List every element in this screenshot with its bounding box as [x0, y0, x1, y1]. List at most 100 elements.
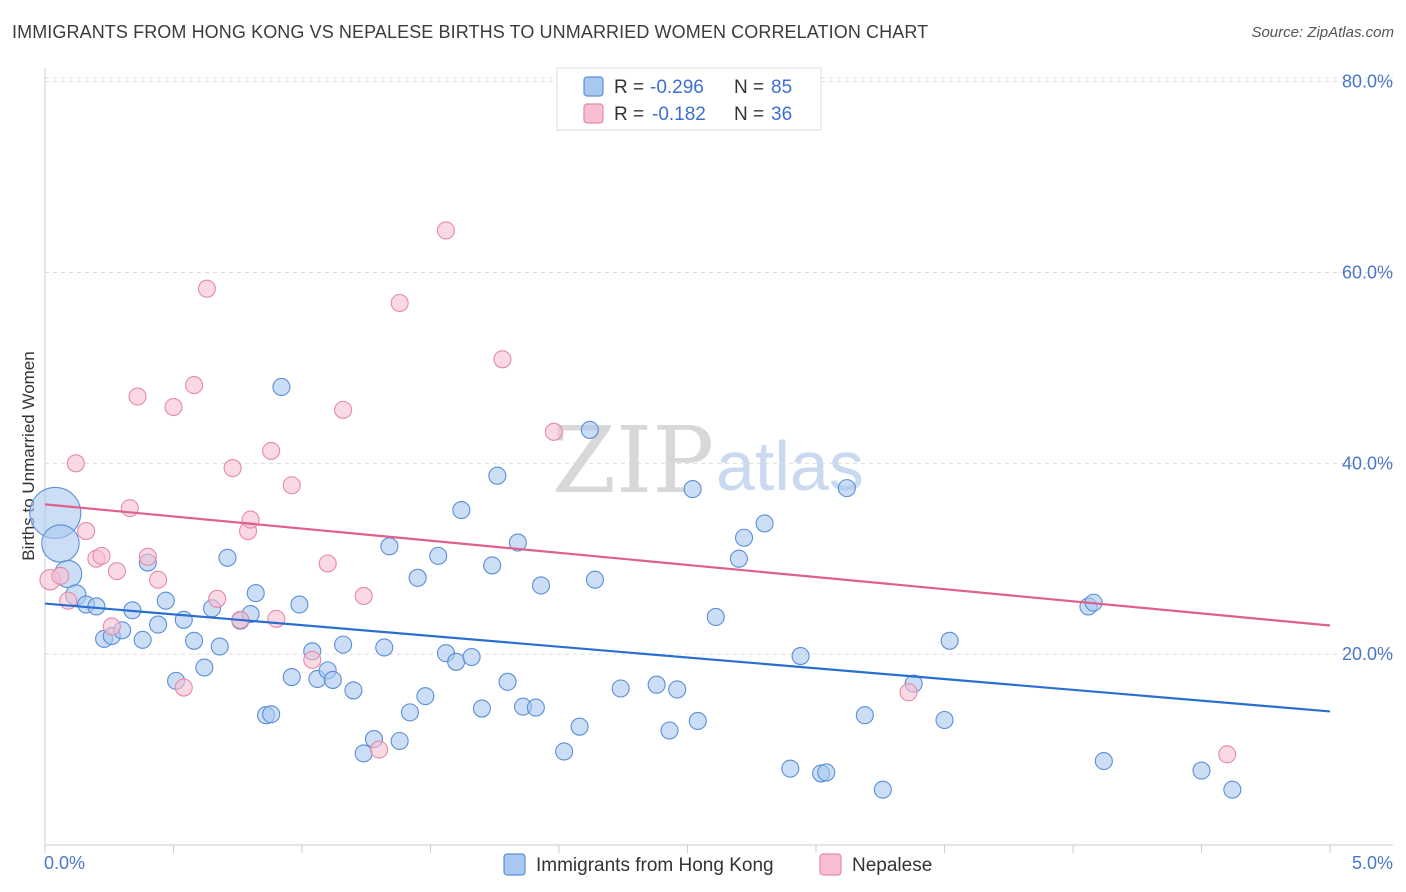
point-hong-kong — [447, 652, 466, 671]
point-hong-kong — [416, 687, 435, 706]
point-hong-kong — [555, 742, 574, 761]
point-hong-kong — [429, 546, 448, 565]
point-hong-kong — [185, 631, 204, 650]
point-hong-kong — [585, 570, 605, 589]
point-hong-kong — [488, 466, 507, 485]
point-nepalese — [208, 589, 227, 608]
point-hong-kong — [791, 647, 810, 666]
point-hong-kong — [729, 549, 748, 568]
point-hong-kong — [873, 780, 892, 799]
y-tick-label: 20.0% — [1342, 644, 1393, 664]
point-nepalese — [390, 293, 409, 313]
point-hong-kong — [218, 548, 237, 567]
point-hong-kong — [334, 635, 353, 654]
y-tick-label: 40.0% — [1342, 453, 1393, 473]
point-nepalese — [102, 617, 121, 636]
point-hong-kong — [817, 763, 836, 782]
watermark: ZIP atlas — [552, 407, 864, 514]
point-nepalese — [77, 522, 96, 541]
point-hong-kong — [855, 706, 874, 725]
point-hong-kong — [462, 647, 481, 667]
point-hong-kong — [210, 637, 229, 656]
point-nepalese — [1218, 745, 1237, 764]
point-hong-kong — [706, 607, 725, 626]
point-hong-kong — [483, 556, 502, 575]
point-nepalese — [282, 476, 301, 495]
point-nepalese — [493, 350, 512, 369]
point-nepalese — [138, 547, 157, 566]
point-nepalese — [354, 586, 373, 605]
chart-title: IMMIGRANTS FROM HONG KONG VS NEPALESE BI… — [12, 22, 929, 42]
point-hong-kong — [526, 698, 545, 717]
point-nepalese — [370, 740, 389, 759]
point-nepalese — [223, 459, 242, 478]
point-nepalese — [128, 387, 147, 406]
series-legend: Immigrants from Hong Kong Nepalese — [503, 853, 932, 876]
point-hong-kong — [660, 721, 679, 740]
point-hong-kong — [837, 479, 856, 498]
legend-r-value-nepalese: -0.182 — [652, 104, 706, 125]
x-tick-marks — [44, 845, 1331, 853]
legend-n-value-hong-kong: 85 — [771, 77, 792, 98]
point-nepalese — [107, 562, 127, 581]
y-tick-label: 80.0% — [1342, 72, 1393, 92]
point-hong-kong — [531, 576, 551, 595]
point-hong-kong — [935, 710, 954, 730]
point-hong-kong — [683, 480, 702, 499]
legend-r-value-hong-kong: -0.296 — [650, 77, 704, 98]
point-hong-kong — [246, 584, 265, 603]
point-hong-kong — [611, 679, 630, 698]
x-tick-label: 5.0% — [1352, 853, 1393, 873]
point-nepalese — [51, 566, 70, 585]
bottom-legend-swatch-nepalese — [819, 853, 842, 876]
point-hong-kong — [452, 501, 471, 520]
stats-legend: R = -0.296 N = 85 R = -0.182 N = 36 — [556, 67, 822, 131]
point-nepalese — [899, 683, 918, 702]
point-nepalese — [92, 546, 111, 565]
point-nepalese — [185, 376, 204, 395]
legend-swatch-nepalese — [583, 103, 604, 124]
point-hong-kong — [647, 675, 666, 694]
point-hong-kong — [688, 711, 707, 731]
x-tick-label: 0.0% — [44, 853, 85, 873]
point-nepalese — [318, 554, 337, 573]
series-nepalese-points — [39, 221, 1237, 764]
point-nepalese — [334, 400, 353, 419]
point-hong-kong — [272, 377, 291, 397]
point-nepalese — [66, 454, 85, 473]
point-hong-kong — [570, 717, 589, 736]
point-hong-kong — [508, 533, 527, 552]
point-nepalese — [174, 678, 193, 697]
point-hong-kong — [354, 744, 373, 763]
point-nepalese — [267, 609, 286, 628]
point-hong-kong — [400, 703, 419, 722]
bottom-legend-label-nepalese: Nepalese — [852, 855, 932, 876]
point-hong-kong — [323, 670, 342, 689]
legend-n-value-nepalese: 36 — [771, 104, 792, 125]
point-hong-kong — [262, 705, 281, 724]
point-hong-kong — [133, 630, 152, 649]
point-hong-kong — [940, 631, 959, 650]
legend-swatch-hong-kong — [583, 76, 604, 97]
point-nepalese — [436, 221, 455, 240]
point-hong-kong — [390, 731, 409, 751]
point-hong-kong — [408, 568, 427, 587]
point-nepalese — [164, 397, 183, 417]
source-label: Source: ZipAtlas.com — [1251, 24, 1394, 41]
legend-r-label-hong-kong: R = — [614, 77, 644, 98]
trend-line-nepalese — [44, 503, 1331, 627]
trend-line-hong-kong — [44, 602, 1331, 713]
point-hong-kong — [498, 672, 517, 691]
point-hong-kong — [156, 591, 175, 610]
point-hong-kong — [580, 420, 599, 439]
point-nepalese — [149, 570, 168, 589]
point-hong-kong — [755, 514, 774, 533]
y-tick-labels: 20.0% 40.0% 60.0% 80.0% — [1342, 72, 1393, 665]
x-tick-labels: 0.0% 5.0% — [44, 853, 1393, 873]
point-hong-kong — [781, 759, 800, 778]
series-hong-kong-points — [29, 377, 1242, 799]
point-hong-kong — [195, 658, 214, 677]
point-hong-kong — [734, 528, 754, 547]
trend-lines — [44, 503, 1331, 713]
